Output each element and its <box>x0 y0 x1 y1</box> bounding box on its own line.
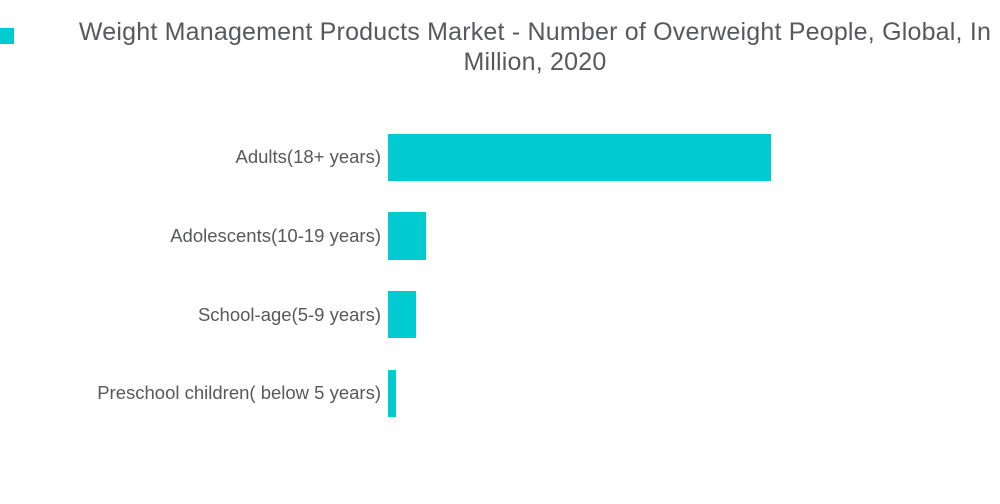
brand-corner-square <box>0 28 14 44</box>
bar-row: Preschool children( below 5 years) <box>0 354 1000 433</box>
category-label: Preschool children( below 5 years) <box>97 382 381 404</box>
category-label: Adults(18+ years) <box>235 146 382 168</box>
bar <box>388 133 771 182</box>
bar-rows: Adults(18+ years) Adolescents(10-19 years… <box>0 118 1000 433</box>
category-label: School-age(5-9 years) <box>197 303 381 325</box>
chart-title: Weight Management Products Market - Numb… <box>70 17 1000 77</box>
chart-title-line-1: Weight Management Products Market - Numb… <box>78 18 992 46</box>
bar-row: School-age(5-9 years) <box>0 275 1000 354</box>
category-label: Adolescents(10-19 years) <box>170 225 381 247</box>
chart-title-line-2: Million, 2020 <box>463 48 607 76</box>
bar-row: Adults(18+ years) <box>0 118 1000 197</box>
bar <box>388 369 396 418</box>
bar <box>388 212 427 260</box>
bar-row: Adolescents(10-19 years) <box>0 197 1000 276</box>
bar <box>388 290 417 339</box>
